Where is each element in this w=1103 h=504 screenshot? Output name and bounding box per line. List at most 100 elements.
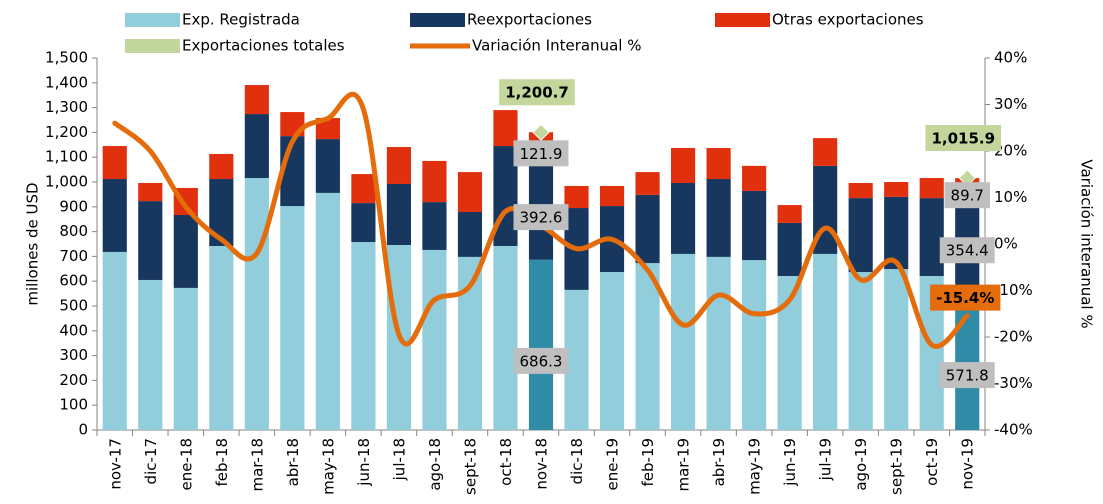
x-tick-label: oct-18 <box>497 438 515 486</box>
x-tick-label: feb-19 <box>639 438 657 487</box>
total-value-label: 1,015.9 <box>931 130 995 148</box>
y2-tick-label: 0% <box>994 235 1018 253</box>
bar-segment <box>706 179 731 257</box>
bar-segment <box>528 259 554 430</box>
y-tick-label: 400 <box>59 321 88 339</box>
y-tick-label: 1,100 <box>45 148 88 166</box>
x-tick-label: jul-19 <box>817 438 835 481</box>
legend-label: Variación Interanual % <box>472 37 641 55</box>
y-tick-label: 300 <box>59 346 88 364</box>
bar-segment <box>848 198 873 273</box>
bar-segment <box>742 165 767 191</box>
x-tick-label: dic-17 <box>142 438 160 484</box>
x-tick-label: may-19 <box>746 438 764 495</box>
x-tick-label: nov-17 <box>106 438 124 490</box>
bar-segment <box>777 222 802 276</box>
bar-value-label: 121.9 <box>520 145 563 163</box>
bar-segment <box>173 287 198 430</box>
legend-label: Exp. Registrada <box>182 11 300 29</box>
line-value-label: -15.4% <box>936 289 994 307</box>
bar-segment <box>884 196 909 270</box>
total-value-label-box <box>925 125 1002 152</box>
x-tick-label: ago-18 <box>426 438 444 491</box>
x-tick-label: mar-19 <box>675 438 693 492</box>
bar-segment <box>422 249 447 430</box>
bar-segment <box>138 279 163 430</box>
y-tick-label: 1,500 <box>45 49 88 67</box>
bar-value-label-box <box>513 140 569 167</box>
bar-value-label-box <box>939 237 995 264</box>
legend-label: Otras exportaciones <box>772 11 924 29</box>
bar-segment <box>351 203 376 243</box>
bar-value-label-box <box>513 204 569 231</box>
y-tick-label: 200 <box>59 371 88 389</box>
bar-segment <box>706 256 731 430</box>
bar-segment <box>386 147 411 184</box>
bar-segment <box>244 114 269 179</box>
x-tick-label: sept-19 <box>888 438 906 495</box>
bar-value-label-box <box>513 347 569 374</box>
bar-segment <box>102 146 127 180</box>
x-tick-label: ene-19 <box>604 438 622 490</box>
x-tick-label: ene-18 <box>177 438 195 490</box>
bar-segment <box>315 192 340 430</box>
bar-segment <box>742 190 767 261</box>
bar-segment <box>102 179 127 252</box>
bar-value-label: 392.6 <box>520 209 563 227</box>
y-tick-label: 1,400 <box>45 73 88 91</box>
bar-segment <box>635 172 660 195</box>
bar-segment <box>209 153 234 180</box>
y-tick-label: 600 <box>59 272 88 290</box>
x-tick-label: ago-19 <box>852 438 870 491</box>
y2-tick-label: 10% <box>994 188 1027 206</box>
bar-segment <box>671 182 696 254</box>
bar-segment <box>813 138 838 166</box>
bar-segment <box>777 205 802 223</box>
x-tick-label: may-18 <box>319 438 337 495</box>
y-tick-label: 700 <box>59 247 88 265</box>
legend-swatch <box>410 13 465 27</box>
y-tick-label: 500 <box>59 297 88 315</box>
y-tick-label: 900 <box>59 197 88 215</box>
y-tick-label: 1,000 <box>45 173 88 191</box>
bar-segment <box>848 182 873 199</box>
bar-segment <box>315 118 340 140</box>
legend-label: Exportaciones totales <box>182 37 345 55</box>
bar-segment <box>919 178 944 199</box>
bar-segment <box>173 214 198 288</box>
y2-tick-label: 40% <box>994 49 1027 67</box>
bar-segment <box>955 288 980 430</box>
legend-label: Reexportaciones <box>467 11 592 29</box>
total-value-label: 1,200.7 <box>505 84 569 102</box>
legend-swatch <box>715 13 770 27</box>
line-value-label-box <box>930 284 1001 311</box>
bar-segment <box>138 182 163 202</box>
bar-value-label: 89.7 <box>951 187 984 205</box>
x-tick-label: dic-18 <box>568 438 586 484</box>
y2-tick-label: 20% <box>994 142 1027 160</box>
x-tick-label: abr-19 <box>710 438 728 486</box>
total-value-label-box <box>499 79 575 106</box>
bar-value-label-box <box>939 362 995 389</box>
y2-tick-label: -30% <box>994 374 1033 392</box>
bar-segment <box>280 206 305 430</box>
bar-segment <box>599 272 625 430</box>
bar-segment <box>884 269 909 430</box>
bar-segment <box>102 251 127 430</box>
x-tick-label: feb-18 <box>213 438 231 487</box>
bar-segment <box>706 148 731 180</box>
total-marker <box>532 123 550 141</box>
bar-segment <box>599 185 625 207</box>
x-tick-label: nov-19 <box>959 438 977 490</box>
bar-segment <box>635 194 660 264</box>
y-tick-label: 0 <box>78 421 88 439</box>
bar-segment <box>209 245 234 430</box>
bar-segment <box>351 174 376 204</box>
legend-swatch <box>125 39 180 53</box>
x-tick-label: nov-18 <box>533 438 551 490</box>
bar-segment <box>457 212 483 257</box>
y2-tick-label: -20% <box>994 328 1033 346</box>
y-tick-label: 800 <box>59 222 88 240</box>
bar-segment <box>671 253 696 430</box>
bar-segment <box>919 198 944 276</box>
